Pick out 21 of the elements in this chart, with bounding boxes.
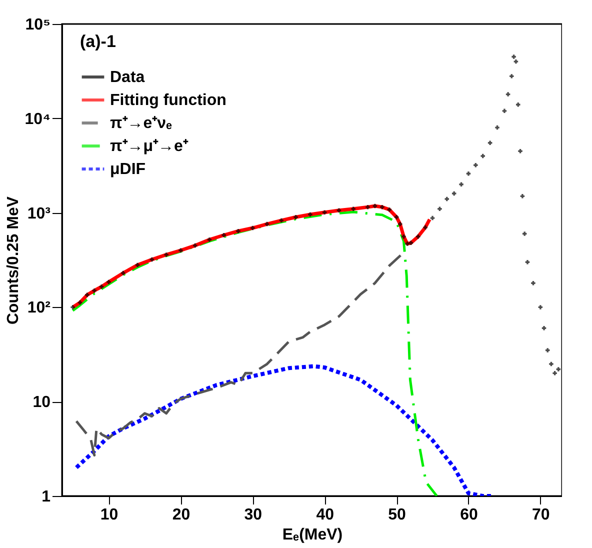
x-tick-label: 50 [388,506,406,524]
y-tick-label: 10³ [27,205,50,222]
y-axis-title: Counts/0.25 MeV [4,196,22,325]
annotation: (a)-1 [80,32,116,51]
y-tick-label: 10 [32,394,51,412]
x-tick-label: 70 [532,506,550,524]
x-axis-title: Eₑ(MeV) [282,526,343,544]
y-tick-label: 10⁵ [25,16,50,34]
x-tick-label: 30 [244,506,262,524]
x-tick-label: 10 [100,506,118,524]
legend-label: μDIF [110,161,146,178]
x-tick-label: 20 [172,506,190,524]
y-tick-label: 1 [42,488,51,506]
legend-label: π⁺→μ⁺→e⁺ [110,138,189,155]
x-tick-label: 60 [460,506,478,524]
x-tick-label: 40 [316,506,334,524]
legend-label: π⁺→e⁺νₑ [110,115,172,132]
y-tick-label: 10⁴ [24,110,51,128]
legend-label: Fitting function [110,92,226,109]
y-tick-label: 10² [27,300,50,317]
legend-label: Data [110,69,145,86]
